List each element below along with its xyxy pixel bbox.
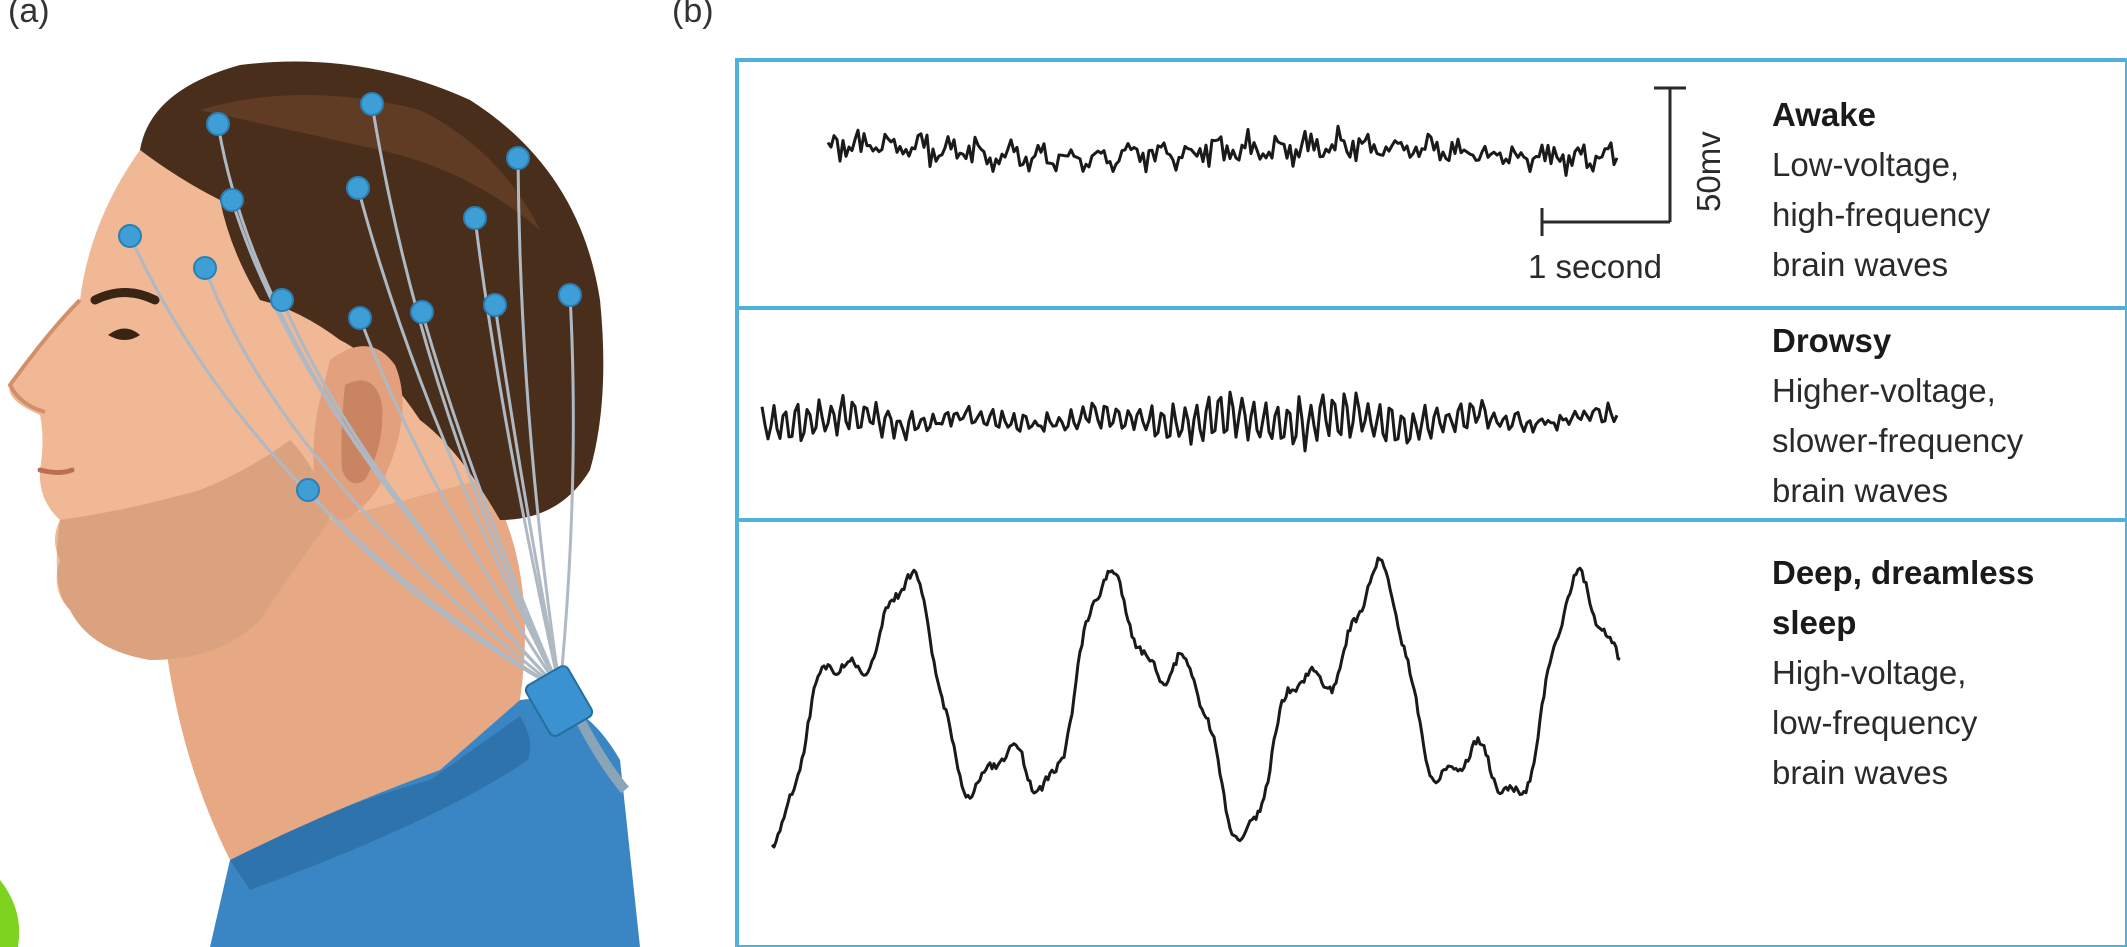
time-scale-label: 1 second <box>1528 248 1662 285</box>
eyebrow <box>90 288 160 305</box>
state-deep-sleep: Deep, dreamless sleep High-voltage, low-… <box>1772 548 2034 798</box>
neck <box>165 470 525 860</box>
electrode <box>360 92 384 116</box>
beard-shadow <box>56 440 331 660</box>
electrode <box>410 300 434 324</box>
panel-b-label: (b) <box>672 0 714 30</box>
state-drowsy-description: Higher-voltage, slower-frequency brain w… <box>1772 372 2024 509</box>
panel-border <box>735 58 2127 947</box>
connector-box <box>524 665 594 737</box>
state-awake-title: Awake <box>1772 96 1876 133</box>
state-deep-sleep-title: Deep, dreamless sleep <box>1772 554 2035 641</box>
electrode <box>483 293 507 317</box>
eye <box>108 328 140 340</box>
awake-wave-trace <box>826 124 1619 177</box>
electrode <box>348 306 372 330</box>
electrodes <box>118 92 582 502</box>
state-drowsy: Drowsy Higher-voltage, slower-frequency … <box>1772 316 2023 516</box>
panel-a-label: (a) <box>8 0 50 30</box>
mouth <box>37 467 75 475</box>
drowsy-wave-trace <box>760 390 1619 453</box>
electrode <box>206 112 230 136</box>
electrode <box>220 188 244 212</box>
electrode <box>463 206 487 230</box>
electrode <box>506 146 530 170</box>
ear-inner <box>341 380 383 484</box>
hair-highlight <box>200 95 540 230</box>
state-deep-sleep-description: High-voltage, low-frequency brain waves <box>1772 654 1978 791</box>
scale-bar <box>1540 86 1686 236</box>
shirt <box>210 698 640 947</box>
electrode <box>346 176 370 200</box>
deep-sleep-wave-trace <box>770 556 1621 849</box>
electrode <box>118 224 142 248</box>
state-awake: Awake Low-voltage, high-frequency brain … <box>1772 90 1990 290</box>
state-drowsy-title: Drowsy <box>1772 322 1892 359</box>
electrode <box>296 478 320 502</box>
electrode <box>193 256 217 280</box>
green-accent-shape <box>0 880 20 947</box>
eeg-head-illustration <box>0 61 640 947</box>
shirt-collar <box>230 716 531 890</box>
voltage-scale-label: 50mv <box>1690 131 1727 212</box>
electrode <box>558 283 582 307</box>
nose <box>7 298 82 414</box>
state-awake-description: Low-voltage, high-frequency brain waves <box>1772 146 1991 283</box>
electrode <box>270 288 294 312</box>
